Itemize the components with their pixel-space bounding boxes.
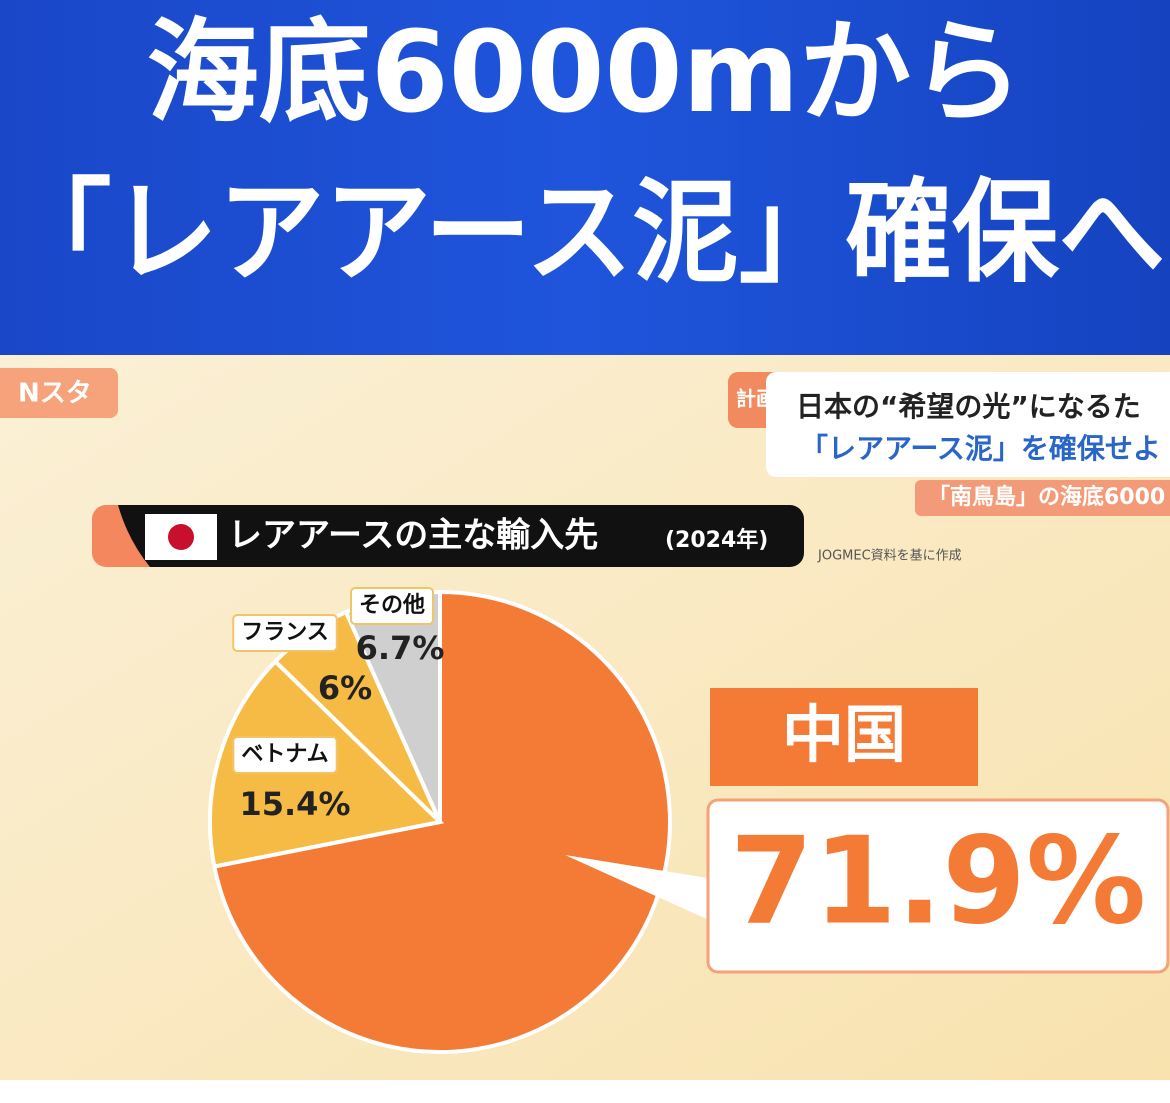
callout-pointer xyxy=(565,855,720,925)
caption-box xyxy=(915,480,1170,516)
value-label: 15.4% xyxy=(239,785,350,823)
caption-box xyxy=(766,372,1170,477)
category-label: フランス xyxy=(241,620,329,645)
category-label: ベトナム xyxy=(241,742,328,767)
chart-title: レアアースの主な輸入先 xyxy=(228,516,598,556)
caption: 「南鳥島」の海底6000 xyxy=(928,484,1165,510)
flag-circle xyxy=(168,524,194,550)
category-box xyxy=(710,688,978,786)
category-box xyxy=(349,587,435,625)
category-box xyxy=(232,614,338,652)
value-box xyxy=(706,798,1170,974)
category-label: その他 xyxy=(359,593,425,618)
value-label: 6.7% xyxy=(356,629,445,667)
category-label: 中国 xyxy=(782,698,906,771)
value-label: 71.9% xyxy=(730,813,1146,952)
headline: 「レアアース泥」確保へ xyxy=(5,168,1165,298)
logo: Nスタ xyxy=(18,379,92,409)
caption: 「レアアース泥」を確保せよ xyxy=(800,432,1161,465)
chart-subtitle: (2024年) xyxy=(665,527,768,553)
source: JOGMEC資料を基に作成 xyxy=(817,549,962,564)
header-band xyxy=(0,0,1170,355)
title-band xyxy=(118,505,804,567)
headline: 海底6000mから xyxy=(147,8,1023,138)
value-label: 6% xyxy=(318,669,372,707)
caption: 日本の“希望の光”になるた xyxy=(796,390,1141,423)
category-box xyxy=(232,736,338,774)
logo-box xyxy=(0,368,118,418)
